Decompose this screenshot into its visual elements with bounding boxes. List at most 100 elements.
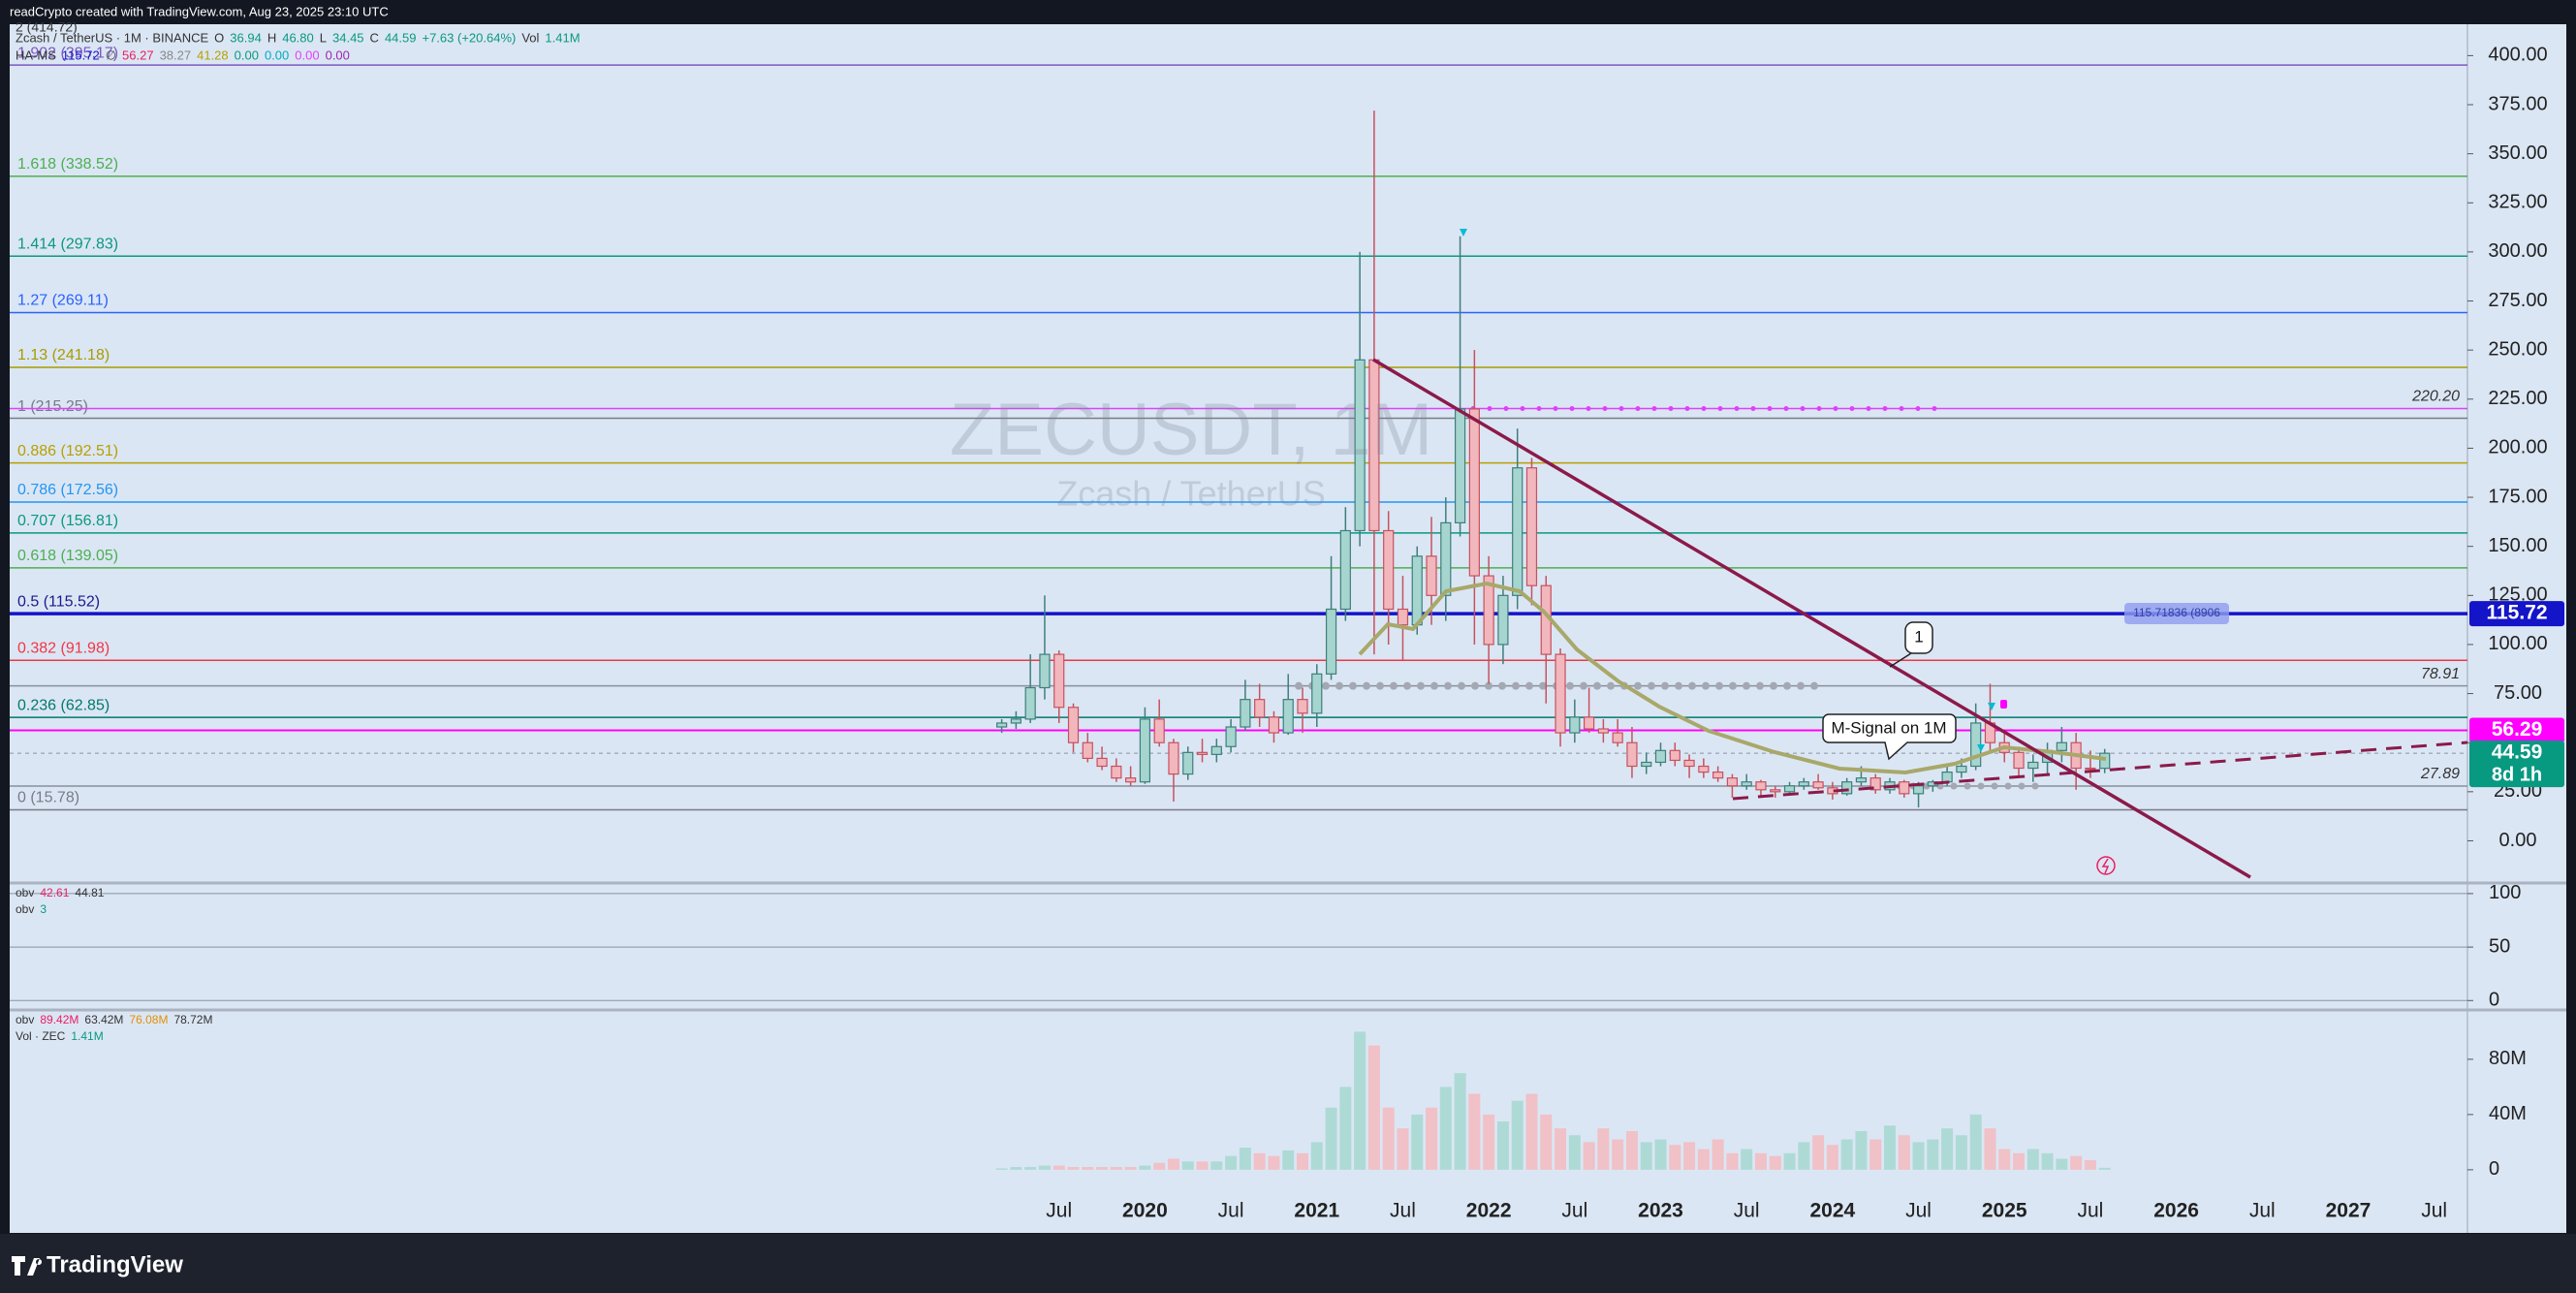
- price-line-label: 27.89: [2420, 766, 2460, 782]
- candle-body: [1941, 771, 1953, 783]
- fib-level-label: 0.236 (62.85): [17, 697, 110, 713]
- volume-bar: [1310, 1142, 1323, 1170]
- candle-body: [1024, 686, 1036, 720]
- dot-marker: [1849, 406, 1855, 412]
- fib-level-label: 1.27 (269.11): [17, 293, 109, 309]
- annotation-number: 1: [1914, 627, 1923, 646]
- dot-marker: [1767, 406, 1773, 412]
- dot-marker: [1390, 681, 1398, 690]
- dot-marker: [1816, 406, 1822, 412]
- dot-marker: [1471, 681, 1479, 690]
- dot-marker: [1797, 681, 1805, 690]
- pane-legend-item: 76.08M: [129, 1013, 168, 1026]
- footer-bar: [0, 1234, 2576, 1293]
- candle-body: [1339, 529, 1351, 611]
- volume-bar: [1683, 1142, 1696, 1170]
- candle-body: [1411, 555, 1423, 626]
- legend-item: H: [267, 30, 276, 45]
- candle-body: [1555, 653, 1566, 734]
- candle-body: [1770, 789, 1781, 793]
- pane-tick-label: 40M: [2489, 1103, 2527, 1124]
- candle-body: [1869, 777, 1881, 791]
- volume-bar: [1783, 1152, 1796, 1170]
- candle-body: [1311, 673, 1323, 714]
- pane-tick-label: 0: [2489, 1158, 2499, 1180]
- indicator-legend-item: 56.27: [122, 47, 154, 62]
- volume-bar: [1167, 1158, 1179, 1170]
- pane-legend-item: 63.42M: [84, 1013, 123, 1026]
- volume-bar: [1998, 1149, 2011, 1170]
- candle-body: [1584, 716, 1595, 730]
- price-label-text: 115.71836 (8906: [2133, 606, 2220, 619]
- volume-bar: [1268, 1155, 1280, 1170]
- dot-marker: [1800, 406, 1806, 412]
- price-badge: [2469, 717, 2564, 743]
- indicator-legend-item: ∅: [106, 47, 116, 62]
- volume-bar: [1282, 1150, 1295, 1170]
- dot-marker: [1915, 406, 1921, 412]
- candle-body: [2099, 752, 2111, 770]
- annotation-callout: [1822, 713, 1957, 761]
- credit: readCrypto created with TradingView.com,…: [10, 4, 389, 18]
- dot-marker: [1661, 681, 1669, 690]
- price-label-pill: [2124, 603, 2229, 624]
- candle-body: [1325, 608, 1337, 675]
- dot-marker: [1688, 681, 1696, 690]
- dot-marker: [1512, 681, 1520, 690]
- candle-body: [1153, 718, 1165, 743]
- chart-bg: [10, 24, 2566, 1233]
- volume-bar: [1468, 1093, 1481, 1170]
- volume-bar: [1096, 1167, 1109, 1170]
- candle-body: [1525, 467, 1538, 586]
- candle-body: [1626, 741, 1638, 768]
- volume-bar: [1798, 1142, 1810, 1170]
- dot-marker: [1618, 406, 1624, 412]
- x-tick-label: Jul: [2421, 1200, 2447, 1222]
- trend-line: [1372, 358, 2251, 879]
- volume-bar: [2026, 1149, 2039, 1170]
- volume-bar: [1741, 1149, 1753, 1170]
- volume-bar: [1984, 1128, 1996, 1170]
- candle-body: [2056, 741, 2067, 751]
- x-tick-label: Jul: [2077, 1200, 2103, 1222]
- pane-legend-item: 78.72M: [173, 1013, 212, 1026]
- legend-item: 46.80: [282, 30, 314, 45]
- dot-marker: [1634, 681, 1642, 690]
- candle-body: [1383, 529, 1395, 611]
- volume-bar: [1555, 1128, 1567, 1170]
- dot-marker: [1430, 681, 1438, 690]
- legend-item: 44.59: [385, 30, 417, 45]
- dot-marker: [2031, 782, 2039, 790]
- candle-body: [1125, 777, 1137, 783]
- dot-marker: [1963, 782, 1971, 790]
- legend-item: O: [214, 30, 224, 45]
- volume-bar: [1754, 1152, 1767, 1170]
- dot-marker: [1417, 681, 1425, 690]
- dot-marker: [1783, 406, 1789, 412]
- pane-legend-item: obv: [16, 902, 34, 916]
- volume-bar: [1654, 1139, 1667, 1170]
- dot-marker: [1684, 406, 1690, 412]
- pane-tick-label: 0: [2489, 990, 2499, 1011]
- dot-marker: [1932, 406, 1937, 412]
- volume-bar: [1454, 1073, 1466, 1170]
- legend-item: 1.41M: [545, 30, 580, 45]
- volume-bar: [1181, 1161, 1194, 1170]
- candle-body: [1067, 707, 1080, 743]
- candle-body: [1641, 761, 1652, 768]
- y-tick-label: 150.00: [2488, 535, 2547, 556]
- signal-marker: [1977, 703, 1995, 752]
- candle-body: [2085, 767, 2096, 771]
- dot-marker: [1756, 681, 1764, 690]
- pane-tick-label: 50: [2489, 935, 2510, 957]
- candle-body: [996, 722, 1008, 728]
- dot-marker: [1899, 406, 1904, 412]
- fib-level-label: 1.902 (395.17): [17, 45, 118, 61]
- pane-legend-item: 42.61: [40, 886, 69, 899]
- volume-bar: [1927, 1139, 1939, 1170]
- candle-body: [1139, 718, 1151, 783]
- fib-level-label: 1.13 (241.18): [17, 347, 110, 363]
- dot-marker: [1950, 782, 1958, 790]
- candle-body: [1039, 653, 1051, 689]
